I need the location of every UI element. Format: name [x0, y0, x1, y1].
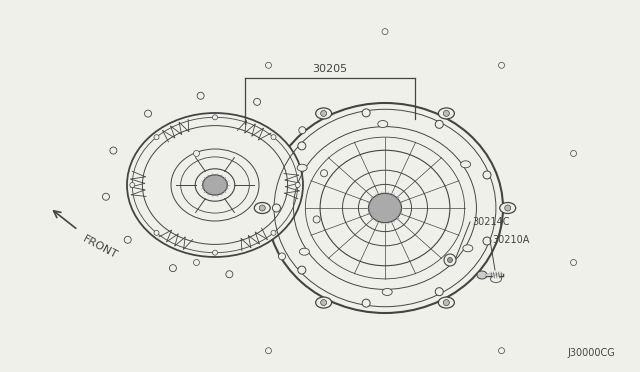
Circle shape: [435, 288, 444, 296]
Circle shape: [299, 127, 306, 134]
Ellipse shape: [382, 288, 392, 295]
Circle shape: [295, 183, 300, 187]
Ellipse shape: [297, 164, 307, 171]
Circle shape: [321, 170, 328, 177]
Circle shape: [193, 151, 200, 157]
Circle shape: [321, 299, 326, 305]
Ellipse shape: [461, 161, 470, 168]
Circle shape: [444, 299, 449, 305]
Circle shape: [197, 92, 204, 99]
Ellipse shape: [316, 108, 332, 119]
Circle shape: [435, 120, 444, 128]
Circle shape: [447, 257, 452, 263]
Circle shape: [313, 216, 320, 223]
Circle shape: [154, 135, 159, 140]
Circle shape: [259, 205, 265, 211]
Ellipse shape: [203, 175, 227, 195]
Circle shape: [110, 147, 117, 154]
Circle shape: [124, 236, 131, 243]
Circle shape: [362, 299, 370, 307]
Circle shape: [193, 260, 200, 266]
Circle shape: [505, 205, 511, 211]
Circle shape: [145, 110, 152, 117]
Ellipse shape: [438, 108, 454, 119]
Circle shape: [170, 264, 177, 272]
Text: 30210A: 30210A: [492, 235, 529, 245]
Ellipse shape: [267, 103, 503, 313]
Circle shape: [444, 254, 456, 266]
Circle shape: [271, 230, 276, 235]
Circle shape: [570, 151, 577, 157]
Circle shape: [253, 98, 260, 105]
Circle shape: [271, 135, 276, 140]
Ellipse shape: [500, 202, 516, 214]
Circle shape: [226, 271, 233, 278]
Circle shape: [362, 109, 370, 117]
Circle shape: [499, 348, 504, 354]
Circle shape: [278, 253, 285, 260]
Ellipse shape: [127, 113, 303, 257]
Circle shape: [382, 29, 388, 35]
Ellipse shape: [369, 193, 401, 223]
Circle shape: [102, 193, 109, 200]
Circle shape: [266, 62, 271, 68]
Circle shape: [570, 260, 577, 266]
Circle shape: [273, 204, 280, 212]
Ellipse shape: [463, 245, 473, 252]
Circle shape: [212, 250, 218, 255]
Ellipse shape: [378, 121, 388, 128]
Text: 30214C: 30214C: [472, 217, 509, 227]
Text: J30000CG: J30000CG: [567, 348, 615, 358]
Circle shape: [130, 183, 135, 187]
Circle shape: [154, 230, 159, 235]
Text: FRONT: FRONT: [81, 234, 119, 261]
Ellipse shape: [490, 276, 502, 282]
Ellipse shape: [477, 271, 487, 279]
Ellipse shape: [254, 202, 270, 214]
Circle shape: [212, 115, 218, 120]
Circle shape: [483, 171, 491, 179]
Circle shape: [499, 62, 504, 68]
Circle shape: [266, 348, 271, 354]
Circle shape: [298, 266, 306, 274]
Circle shape: [483, 237, 491, 245]
Ellipse shape: [316, 297, 332, 308]
Circle shape: [321, 110, 326, 116]
Circle shape: [298, 142, 306, 150]
Ellipse shape: [300, 248, 309, 255]
Text: 30205: 30205: [312, 64, 348, 74]
Ellipse shape: [438, 297, 454, 308]
Circle shape: [444, 110, 449, 116]
